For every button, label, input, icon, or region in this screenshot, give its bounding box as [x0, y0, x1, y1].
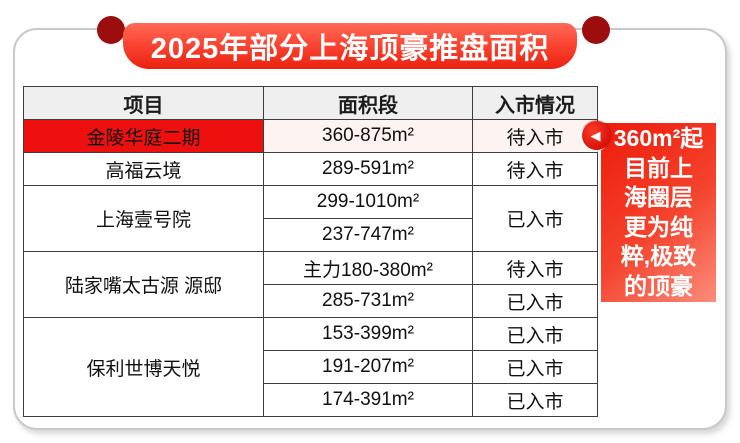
area-table: 项目 面积段 入市情况 金陵华庭二期 360-875m² 待入市 高福云境 28… — [23, 86, 598, 417]
area-cell: 174-391m² — [263, 383, 473, 417]
area-cell: 289-591m² — [263, 152, 473, 186]
table-row: 保利世博天悦 153-399m² 已入市 — [23, 317, 598, 417]
status-cell: 已入市 — [472, 317, 598, 351]
project-cell: 陆家嘴太古源 源邸 — [23, 251, 264, 318]
status-cell: 待入市 — [472, 152, 598, 186]
table-row: 285-731m² 已入市 — [24, 284, 598, 318]
table-header-row: 项目 面积段 入市情况 — [23, 86, 598, 120]
area-cell: 191-207m² — [263, 350, 473, 384]
annotation-callout: 360m²起 目前上 海圈层 更为纯 粹,极致 的顶豪 — [601, 123, 716, 302]
callout-line: 更为纯 — [624, 213, 693, 240]
area-cell: 主力180-380m² — [263, 251, 473, 285]
area-cell: 285-731m² — [263, 284, 473, 318]
table-row: 上海壹号院 299-1010m² 已入市 — [23, 185, 598, 252]
table-row: 237-747m² — [24, 218, 598, 252]
project-cell: 金陵华庭二期 — [23, 119, 264, 153]
project-cell: 保利世博天悦 — [23, 317, 264, 417]
status-cell: 已入市 — [472, 284, 598, 318]
left-arrow-icon: ◀ — [590, 128, 601, 143]
area-cell: 153-399m² — [263, 317, 473, 351]
pointer-badge: ◀ — [582, 121, 611, 150]
col-header-project: 项目 — [23, 86, 264, 120]
callout-line: 海圈层 — [624, 184, 693, 210]
callout-line: 360m²起 — [613, 125, 704, 151]
table-row: 高福云境 289-591m² 待入市 — [23, 152, 598, 186]
ribbon-curl-right-icon — [582, 16, 610, 44]
callout-line: 粹,极致 — [620, 243, 697, 269]
status-cell: 已入市 — [472, 185, 598, 252]
status-cell: 已入市 — [472, 350, 598, 384]
page-title: 2025年部分上海顶豪推盘面积 — [150, 33, 550, 65]
area-cell: 360-875m² — [263, 119, 473, 153]
col-header-status: 入市情况 — [472, 86, 598, 120]
status-cell: 待入市 — [472, 251, 598, 285]
area-cell: 299-1010m² — [263, 185, 473, 219]
status-cell: 已入市 — [472, 383, 598, 417]
callout-line: 的顶豪 — [624, 272, 693, 299]
area-cell: 237-747m² — [263, 218, 473, 252]
table-row: 191-207m² 已入市 — [24, 350, 598, 384]
banner-body: 2025年部分上海顶豪推盘面积 — [123, 23, 577, 69]
status-cell: 待入市 — [472, 119, 598, 153]
table-row: 174-391m² 已入市 — [24, 383, 598, 417]
col-header-area: 面积段 — [263, 86, 473, 120]
project-cell: 高福云境 — [23, 152, 264, 186]
table-row-highlight: 金陵华庭二期 360-875m² 待入市 — [23, 119, 598, 153]
ribbon-curl-left-icon — [97, 16, 125, 44]
table-row: 陆家嘴太古源 源邸 主力180-380m² 待入市 — [23, 251, 598, 318]
callout-line: 目前上 — [624, 154, 693, 181]
project-cell: 上海壹号院 — [23, 185, 264, 252]
